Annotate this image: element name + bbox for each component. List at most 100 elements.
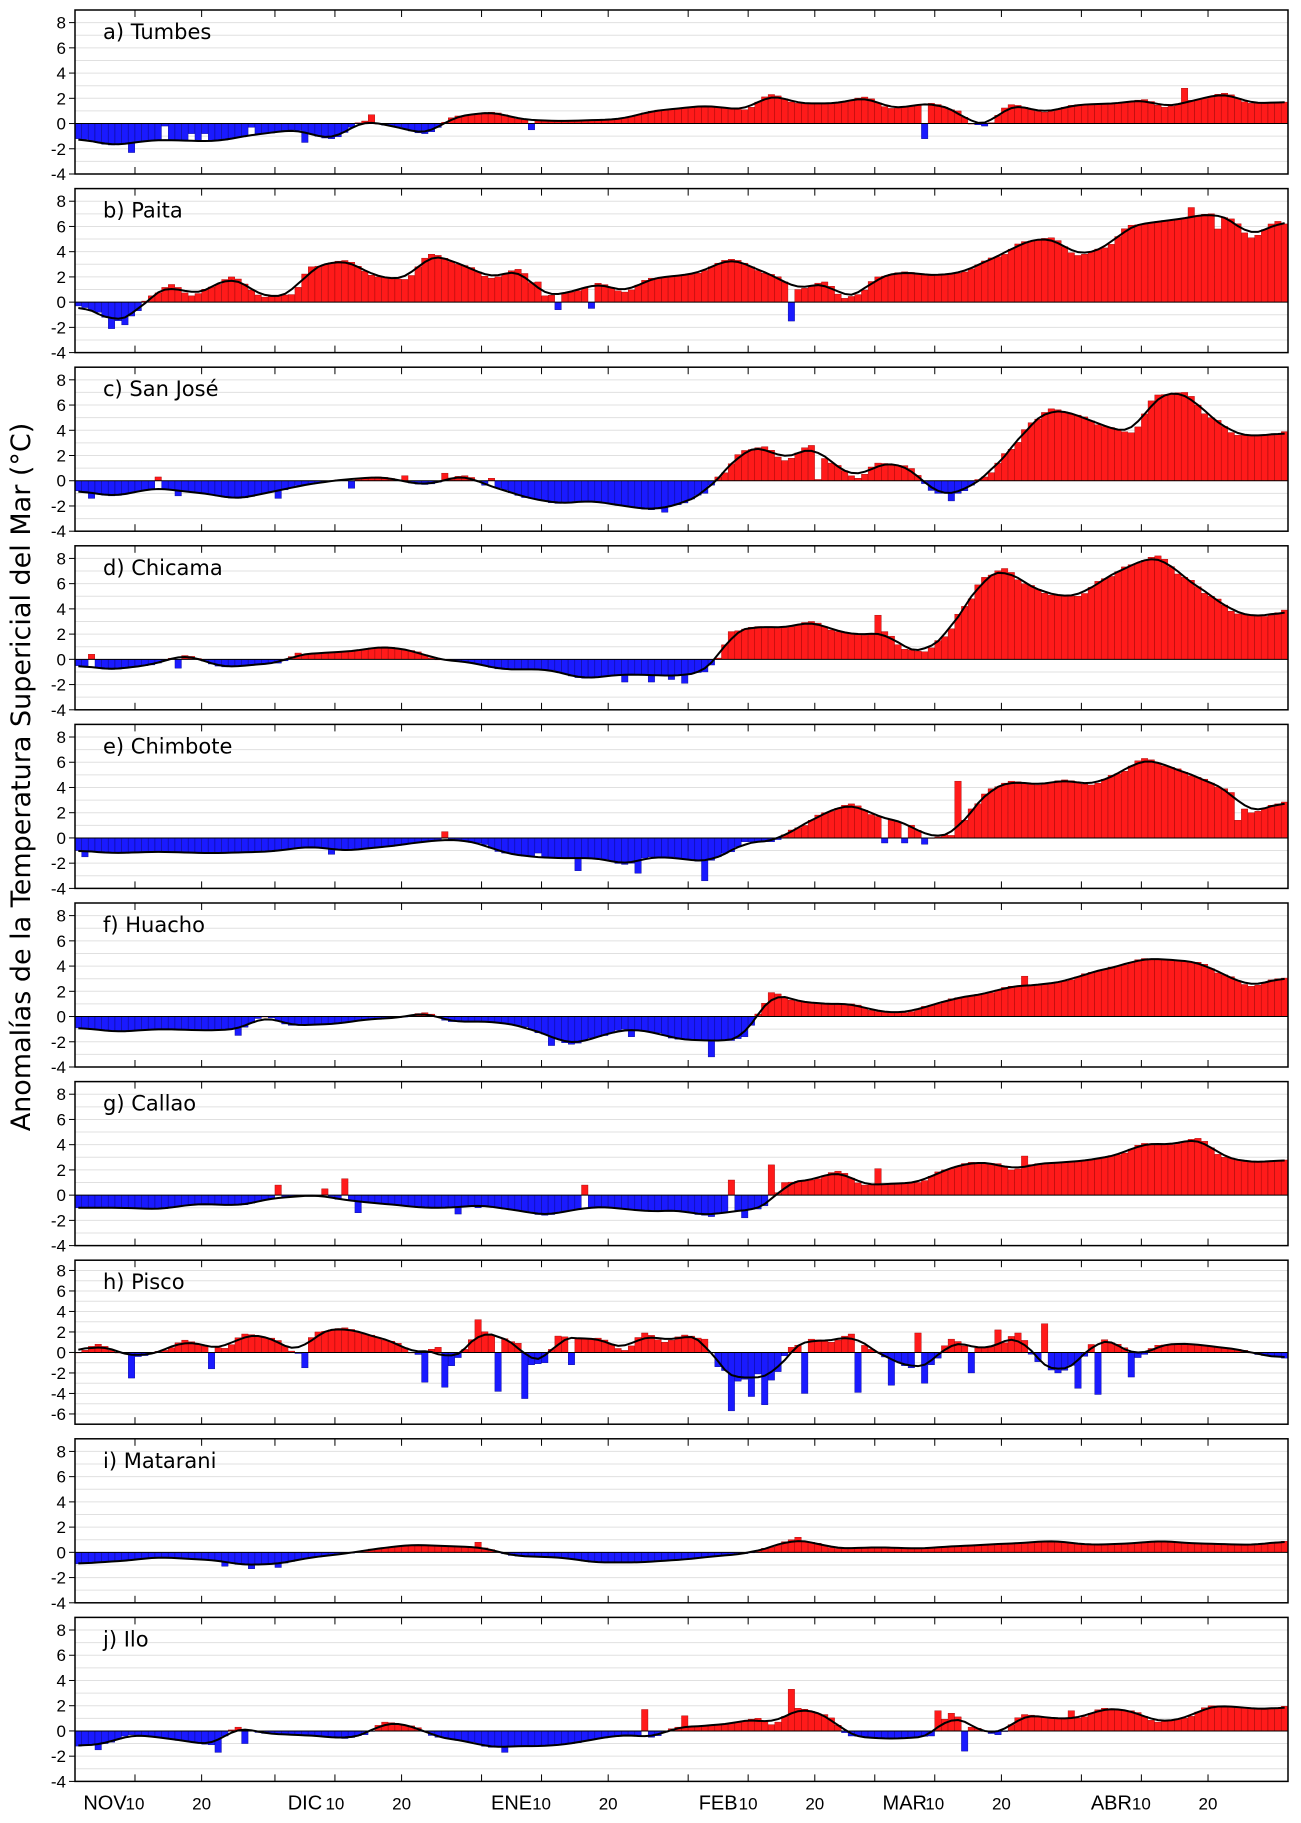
bar: [248, 1552, 255, 1569]
y-tick-label: 0: [57, 293, 66, 312]
bar: [1147, 557, 1155, 660]
bar: [374, 837, 382, 848]
bar: [841, 631, 849, 660]
bar: [641, 1709, 649, 1732]
bar: [667, 1016, 675, 1039]
bar: [1147, 759, 1155, 839]
y-tick-label: 4: [57, 600, 66, 619]
bar: [707, 837, 715, 861]
bar: [128, 480, 135, 494]
bar: [128, 1194, 135, 1209]
bar: [821, 626, 829, 660]
bar: [108, 1552, 115, 1562]
bar: [781, 98, 789, 124]
bar: [1161, 765, 1169, 839]
bar: [1007, 986, 1015, 1017]
bar: [1121, 566, 1129, 660]
bar: [834, 293, 842, 303]
bar: [1121, 1710, 1129, 1732]
bar: [1267, 1542, 1275, 1553]
bar: [528, 837, 535, 858]
bar: [1054, 1352, 1062, 1374]
x-tick-label: 10: [739, 1794, 758, 1813]
bar: [261, 1552, 269, 1565]
bar: [627, 1730, 635, 1736]
bar: [847, 633, 855, 660]
bar: [1161, 1721, 1169, 1732]
bar: [647, 1552, 655, 1562]
y-tick-label: 2: [57, 1518, 66, 1537]
bar: [534, 659, 542, 670]
bar: [667, 837, 675, 858]
y-axis-label: Anomalías de la Temperatura Supericial d…: [6, 423, 37, 1132]
bar: [1061, 595, 1069, 660]
bar: [621, 1730, 629, 1735]
bar: [661, 1552, 669, 1561]
panel-title: j) Ilo: [102, 1627, 149, 1651]
bar: [1087, 784, 1095, 839]
bar: [1047, 1540, 1055, 1553]
bar: [194, 1730, 202, 1744]
bar: [394, 278, 402, 303]
bar: [594, 659, 602, 678]
bar: [1274, 102, 1282, 124]
bar: [1027, 109, 1035, 124]
bar: [1241, 232, 1249, 303]
bar: [1254, 1161, 1262, 1196]
bar: [1221, 93, 1229, 124]
bar: [1114, 1543, 1122, 1553]
bar: [1214, 1705, 1222, 1732]
bar: [1087, 1159, 1095, 1196]
bar: [854, 634, 862, 660]
bar: [1094, 581, 1102, 660]
bar: [881, 837, 889, 844]
bar: [508, 480, 515, 493]
bar: [1061, 1541, 1069, 1553]
bar: [887, 108, 895, 124]
bar: [1047, 1718, 1055, 1732]
bar: [1214, 1154, 1222, 1196]
bar: [1047, 1162, 1055, 1196]
bar: [681, 1016, 689, 1040]
bar: [734, 1722, 742, 1732]
bar: [188, 1194, 195, 1205]
bar: [627, 1345, 635, 1353]
bar: [821, 1003, 829, 1017]
bar: [1194, 99, 1202, 124]
bar: [328, 1329, 335, 1353]
bar: [847, 1177, 855, 1196]
bar: [581, 287, 589, 303]
bar: [807, 1179, 815, 1196]
bar: [94, 1016, 102, 1030]
bar: [1107, 1543, 1115, 1553]
bar: [194, 1344, 202, 1353]
bar: [201, 1016, 209, 1031]
panel-frame: [74, 545, 1289, 711]
bar: [801, 447, 809, 481]
bar: [348, 837, 355, 851]
y-tick-label: 6: [57, 217, 66, 236]
bar: [1101, 578, 1109, 660]
bar: [621, 291, 629, 303]
bar: [1014, 579, 1022, 660]
bar: [228, 1344, 235, 1353]
bar: [341, 260, 349, 303]
bar: [1267, 615, 1275, 660]
bar: [654, 1016, 662, 1034]
bar: [607, 659, 615, 676]
bar: [534, 1730, 542, 1747]
bar: [747, 837, 755, 842]
bar: [1034, 589, 1042, 660]
bar: [174, 837, 182, 853]
bar: [208, 1194, 215, 1205]
bar: [1034, 784, 1042, 839]
bar: [847, 296, 855, 303]
y-tick-label: 2: [57, 804, 66, 823]
bar: [1081, 593, 1089, 660]
y-tick-label: -4: [51, 1058, 66, 1077]
bar: [1154, 958, 1162, 1017]
bar: [641, 837, 649, 859]
bar: [727, 108, 735, 124]
bar: [368, 647, 375, 660]
bar: [747, 107, 755, 124]
